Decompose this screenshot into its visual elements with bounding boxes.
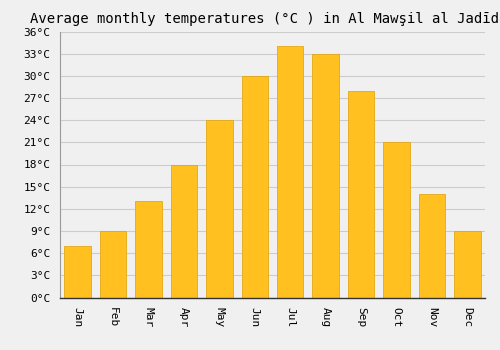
- Bar: [64, 246, 91, 298]
- Bar: [312, 54, 339, 298]
- Bar: [348, 91, 374, 298]
- Bar: [206, 120, 233, 298]
- Bar: [242, 76, 268, 298]
- Bar: [383, 142, 409, 298]
- Bar: [418, 194, 445, 298]
- Bar: [170, 164, 197, 298]
- Bar: [100, 231, 126, 298]
- Bar: [454, 231, 480, 298]
- Bar: [136, 202, 162, 298]
- Title: Average monthly temperatures (°C ) in Al Mawşil al Jadīdah: Average monthly temperatures (°C ) in Al…: [30, 12, 500, 26]
- Bar: [277, 46, 303, 298]
